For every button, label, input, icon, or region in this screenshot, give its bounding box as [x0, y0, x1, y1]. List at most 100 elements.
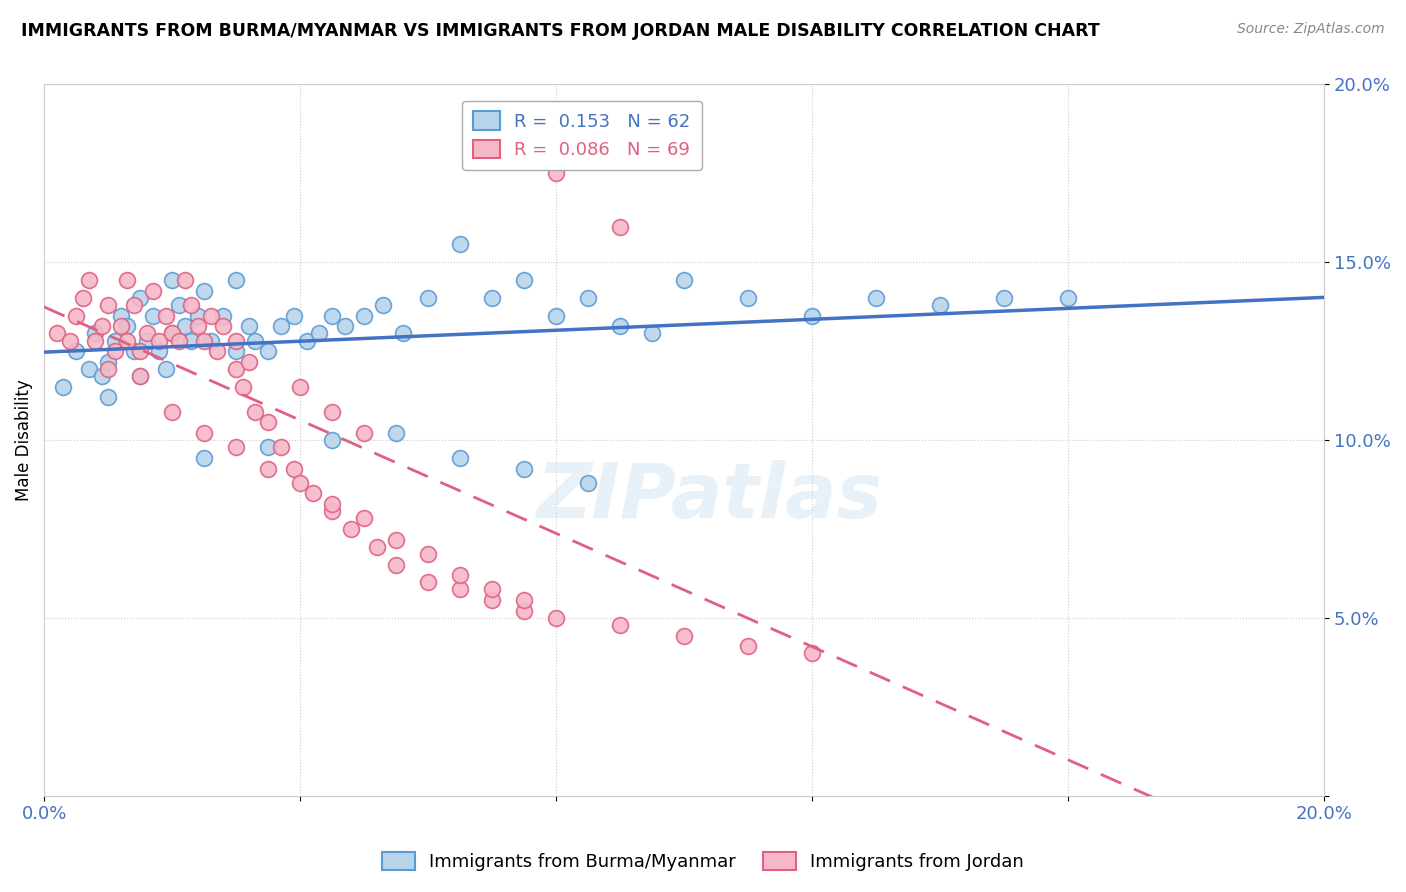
Point: [122, 298, 145, 312]
Point: [122, 344, 145, 359]
Point: [212, 319, 235, 334]
Point: [321, 504, 343, 518]
Point: [103, 334, 125, 348]
Point: [257, 415, 280, 429]
Point: [302, 486, 325, 500]
Point: [449, 450, 471, 465]
Point: [90, 319, 112, 334]
Point: [148, 334, 170, 348]
Point: [167, 334, 190, 348]
Text: ZIPatlas: ZIPatlas: [537, 460, 883, 534]
Point: [449, 582, 471, 597]
Point: [135, 326, 157, 341]
Point: [174, 319, 197, 334]
Point: [110, 319, 132, 334]
Point: [232, 380, 254, 394]
Point: [84, 334, 107, 348]
Point: [513, 273, 536, 287]
Point: [174, 273, 197, 287]
Point: [737, 291, 759, 305]
Point: [385, 558, 408, 572]
Point: [576, 291, 599, 305]
Point: [160, 326, 183, 341]
Point: [366, 540, 388, 554]
Point: [129, 344, 152, 359]
Point: [193, 334, 215, 348]
Point: [576, 148, 599, 162]
Point: [117, 334, 139, 348]
Point: [353, 425, 375, 440]
Point: [641, 326, 664, 341]
Point: [129, 291, 152, 305]
Point: [373, 298, 395, 312]
Point: [160, 273, 183, 287]
Point: [546, 611, 568, 625]
Y-axis label: Male Disability: Male Disability: [15, 379, 32, 501]
Point: [117, 319, 139, 334]
Point: [513, 461, 536, 475]
Point: [270, 319, 292, 334]
Point: [1057, 291, 1080, 305]
Point: [155, 309, 177, 323]
Point: [321, 309, 343, 323]
Point: [84, 326, 107, 341]
Point: [129, 369, 152, 384]
Point: [155, 362, 177, 376]
Point: [295, 334, 318, 348]
Point: [609, 219, 631, 234]
Point: [225, 273, 247, 287]
Point: [929, 298, 952, 312]
Point: [45, 326, 67, 341]
Point: [801, 647, 824, 661]
Point: [77, 362, 100, 376]
Point: [321, 497, 343, 511]
Point: [205, 344, 228, 359]
Point: [418, 575, 440, 590]
Point: [193, 284, 215, 298]
Point: [481, 593, 503, 607]
Point: [65, 309, 87, 323]
Point: [200, 334, 222, 348]
Legend: R =  0.153   N = 62, R =  0.086   N = 69: R = 0.153 N = 62, R = 0.086 N = 69: [463, 101, 702, 170]
Point: [97, 355, 120, 369]
Point: [673, 273, 696, 287]
Point: [142, 284, 165, 298]
Point: [673, 629, 696, 643]
Point: [52, 380, 75, 394]
Point: [513, 604, 536, 618]
Point: [148, 344, 170, 359]
Point: [160, 326, 183, 341]
Point: [321, 433, 343, 447]
Point: [257, 344, 280, 359]
Point: [180, 334, 202, 348]
Point: [546, 309, 568, 323]
Point: [391, 326, 413, 341]
Point: [321, 404, 343, 418]
Point: [481, 291, 503, 305]
Point: [225, 334, 247, 348]
Point: [449, 568, 471, 582]
Point: [117, 273, 139, 287]
Point: [283, 461, 305, 475]
Point: [187, 309, 209, 323]
Point: [238, 319, 260, 334]
Point: [513, 593, 536, 607]
Point: [103, 344, 125, 359]
Point: [59, 334, 82, 348]
Point: [993, 291, 1015, 305]
Point: [865, 291, 887, 305]
Point: [65, 344, 87, 359]
Point: [418, 291, 440, 305]
Point: [481, 582, 503, 597]
Point: [90, 369, 112, 384]
Point: [737, 640, 759, 654]
Point: [245, 334, 267, 348]
Point: [212, 309, 235, 323]
Legend: Immigrants from Burma/Myanmar, Immigrants from Jordan: Immigrants from Burma/Myanmar, Immigrant…: [375, 845, 1031, 879]
Point: [225, 362, 247, 376]
Point: [200, 309, 222, 323]
Point: [340, 522, 363, 536]
Point: [129, 369, 152, 384]
Point: [187, 319, 209, 334]
Point: [97, 298, 120, 312]
